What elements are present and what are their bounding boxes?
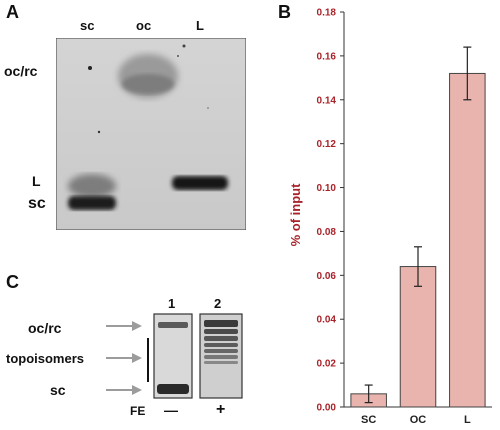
chart-y-tick-label: 0.16 [317,51,337,62]
chart-y-tick-label: 0.04 [317,315,337,326]
gel-c-image [106,313,243,399]
gel-a-lane-label-l: L [196,18,204,33]
panel-letter-b: B [278,2,291,22]
gel-a-label-l: L [32,173,41,189]
chart-y-tick-label: 0.14 [317,95,337,106]
chart-bar-oc [399,266,437,408]
panel-letter-c: C [6,272,19,292]
chart-x-tick-label: L [464,414,471,426]
chart-y-tick-label: 0.18 [317,8,337,19]
gel-c-fe-minus: — [164,402,178,418]
gel-c-label-sc: sc [50,382,66,398]
chart-y-tick-label: 0.06 [317,271,337,282]
chart-y-tick-label: 0.02 [317,359,337,370]
gel-a-label-sc: sc [28,195,46,212]
gel-c-label-ocrc: oc/rc [28,320,62,336]
gel-c-lane-number-2: 2 [214,296,222,311]
bar-chart: 0.00 0.02 0.04 0.06 0.08 0.10 0.12 0.14 0.16 0.18… [288,8,492,426]
panel-letter-a: A [6,2,19,22]
gel-c-label-topoisomers: topoisomers [6,351,85,366]
gel-c-fe-plus: + [216,401,226,418]
gel-c-fe-label: FE [130,404,146,418]
gel-a-label-ocrc: oc/rc [4,63,38,79]
gel-a-band-sc [68,196,116,210]
chart-y-axis-label: % of input [288,183,303,246]
chart-bar-l [449,72,486,408]
gel-a-band-l [172,176,228,190]
chart-x-tick-label: SC [361,414,376,426]
chart-y-tick-label: 0.08 [317,227,337,238]
gel-a-lane-label-sc: sc [80,18,95,33]
chart-y-tick-label: 0.10 [317,183,337,194]
chart-y-tick-label: 0.00 [317,403,337,414]
gel-c-lane-number-1: 1 [168,296,176,311]
chart-x-tick-label: OC [410,414,427,426]
chart-y-tick-label: 0.12 [317,139,337,150]
gel-a-image [56,38,246,230]
gel-a-lane-label-oc: oc [136,18,152,33]
